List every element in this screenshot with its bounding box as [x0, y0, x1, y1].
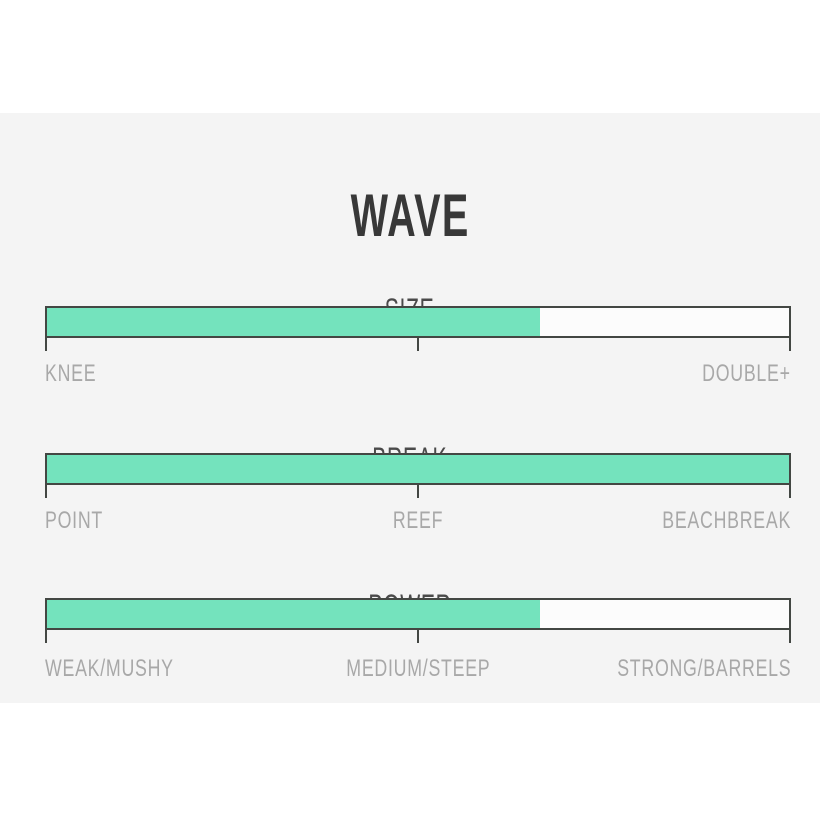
page-title: WAVE [350, 182, 470, 250]
size-tick-left [45, 338, 47, 351]
size-bar-track [45, 306, 791, 338]
break-label-mid: REEF [392, 507, 444, 534]
power-scale-labels: WEAK/MUSHY MEDIUM/STEEP STRONG/BARRELS [45, 657, 791, 681]
power-bar-track [45, 598, 791, 630]
power-bar-fill [47, 600, 540, 628]
break-tick-right [789, 485, 791, 498]
power-label-max: STRONG/BARRELS [616, 655, 791, 682]
size-bar-fill [47, 308, 540, 336]
power-label-mid: MEDIUM/STEEP [345, 655, 491, 682]
size-tick-center [417, 338, 419, 351]
break-tick-center [417, 485, 419, 498]
break-scale-labels: POINT REEF BEACHBREAK [45, 509, 791, 533]
break-bar-fill [47, 455, 789, 483]
power-label-min: WEAK/MUSHY [45, 655, 174, 682]
power-tick-left [45, 630, 47, 643]
size-label-max: DOUBLE+ [702, 360, 791, 387]
break-label-max: BEACHBREAK [662, 507, 791, 534]
break-tick-left [45, 485, 47, 498]
power-tick-center [417, 630, 419, 643]
size-label-min: KNEE [45, 360, 97, 387]
size-scale-labels: KNEE DOUBLE+ [45, 362, 791, 386]
size-tick-right [789, 338, 791, 351]
power-tick-right [789, 630, 791, 643]
break-label-min: POINT [45, 507, 103, 534]
break-bar-track [45, 453, 791, 485]
